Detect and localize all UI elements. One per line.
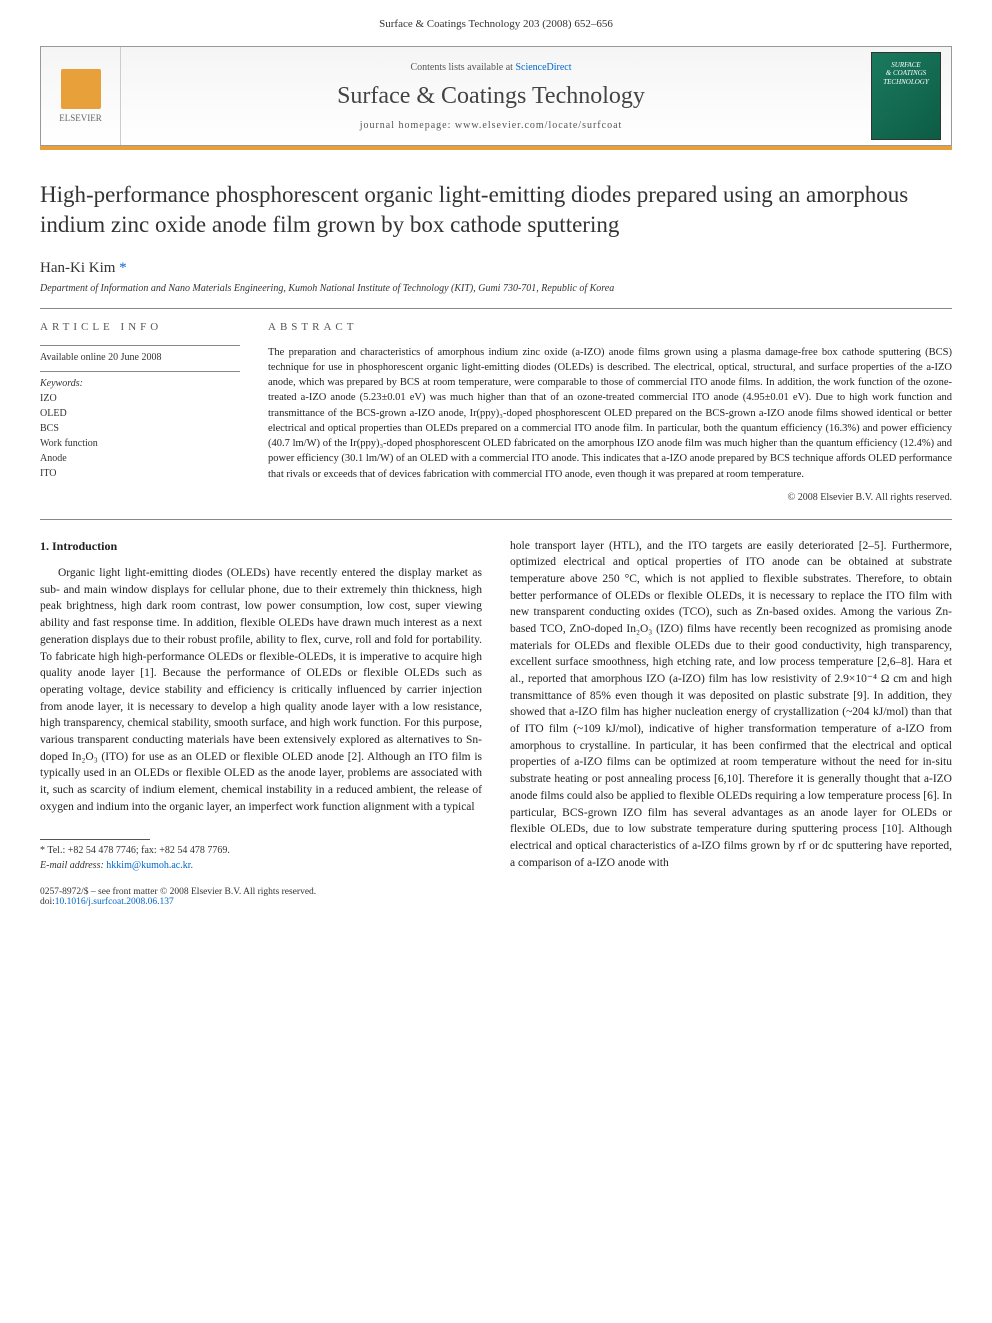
section-1-title: 1. Introduction <box>40 538 482 555</box>
keywords-label: Keywords: <box>40 378 240 389</box>
publisher-logo-block: ELSEVIER <box>41 47 121 145</box>
article-title: High-performance phosphorescent organic … <box>40 180 952 240</box>
keyword-item: BCS <box>40 421 240 436</box>
journal-banner: ELSEVIER Contents lists available at Sci… <box>40 46 952 146</box>
abstract-block: ABSTRACT The preparation and characteris… <box>268 321 952 503</box>
abstract-text: The preparation and characteristics of a… <box>268 345 952 482</box>
keyword-item: Anode <box>40 451 240 466</box>
issn-line: 0257-8972/$ – see front matter © 2008 El… <box>40 887 952 897</box>
info-rule-1 <box>40 345 240 346</box>
body-column-left: 1. Introduction Organic light light-emit… <box>40 538 482 873</box>
footnote-block: * Tel.: +82 54 478 7746; fax: +82 54 478… <box>40 839 482 873</box>
journal-cover-thumbnail: SURFACE & COATINGS TECHNOLOGY <box>871 52 941 140</box>
banner-right: SURFACE & COATINGS TECHNOLOGY <box>861 47 951 145</box>
email-label: E-mail address: <box>40 860 106 871</box>
cover-text-1: SURFACE <box>891 61 920 69</box>
contents-line: Contents lists available at ScienceDirec… <box>121 62 861 73</box>
body-column-right: hole transport layer (HTL), and the ITO … <box>510 538 952 873</box>
author-name: Han-Ki Kim <box>40 260 115 276</box>
author-affiliation: Department of Information and Nano Mater… <box>40 283 952 294</box>
article-info-block: ARTICLE INFO Available online 20 June 20… <box>40 321 240 503</box>
sciencedirect-link[interactable]: ScienceDirect <box>515 62 571 73</box>
author-line: Han-Ki Kim * <box>40 260 952 277</box>
abstract-heading: ABSTRACT <box>268 321 952 333</box>
available-online: Available online 20 June 2008 <box>40 352 240 363</box>
cover-text-2: & COATINGS <box>886 69 926 77</box>
banner-center: Contents lists available at ScienceDirec… <box>121 54 861 139</box>
info-rule-2 <box>40 371 240 372</box>
doi-label: doi: <box>40 897 55 907</box>
keyword-item: Work function <box>40 436 240 451</box>
body-paragraph-1: Organic light light-emitting diodes (OLE… <box>40 565 482 815</box>
footnote-tel: * Tel.: +82 54 478 7746; fax: +82 54 478… <box>40 844 482 859</box>
abstract-copyright: © 2008 Elsevier B.V. All rights reserved… <box>268 492 952 503</box>
contents-prefix: Contents lists available at <box>410 62 515 73</box>
corresponding-marker[interactable]: * <box>119 260 127 276</box>
author-email-link[interactable]: hkkim@kumoh.ac.kr. <box>106 860 193 871</box>
running-head: Surface & Coatings Technology 203 (2008)… <box>0 0 992 38</box>
journal-homepage: journal homepage: www.elsevier.com/locat… <box>121 120 861 131</box>
publisher-name: ELSEVIER <box>59 113 102 123</box>
page-footer: 0257-8972/$ – see front matter © 2008 El… <box>0 873 992 927</box>
keyword-item: ITO <box>40 466 240 481</box>
article-info-heading: ARTICLE INFO <box>40 321 240 333</box>
cover-text-3: TECHNOLOGY <box>883 78 929 86</box>
keyword-item: OLED <box>40 406 240 421</box>
journal-name: Surface & Coatings Technology <box>121 83 861 110</box>
footnote-email-line: E-mail address: hkkim@kumoh.ac.kr. <box>40 859 482 874</box>
body-columns: 1. Introduction Organic light light-emit… <box>40 520 952 873</box>
body-paragraph-2: hole transport layer (HTL), and the ITO … <box>510 538 952 871</box>
keyword-item: IZO <box>40 391 240 406</box>
doi-line: doi:10.1016/j.surfcoat.2008.06.137 <box>40 897 952 907</box>
article-main: High-performance phosphorescent organic … <box>0 150 992 873</box>
footnote-rule <box>40 839 150 840</box>
info-abstract-row: ARTICLE INFO Available online 20 June 20… <box>40 309 952 519</box>
doi-link[interactable]: 10.1016/j.surfcoat.2008.06.137 <box>55 897 174 907</box>
elsevier-tree-icon <box>61 69 101 109</box>
